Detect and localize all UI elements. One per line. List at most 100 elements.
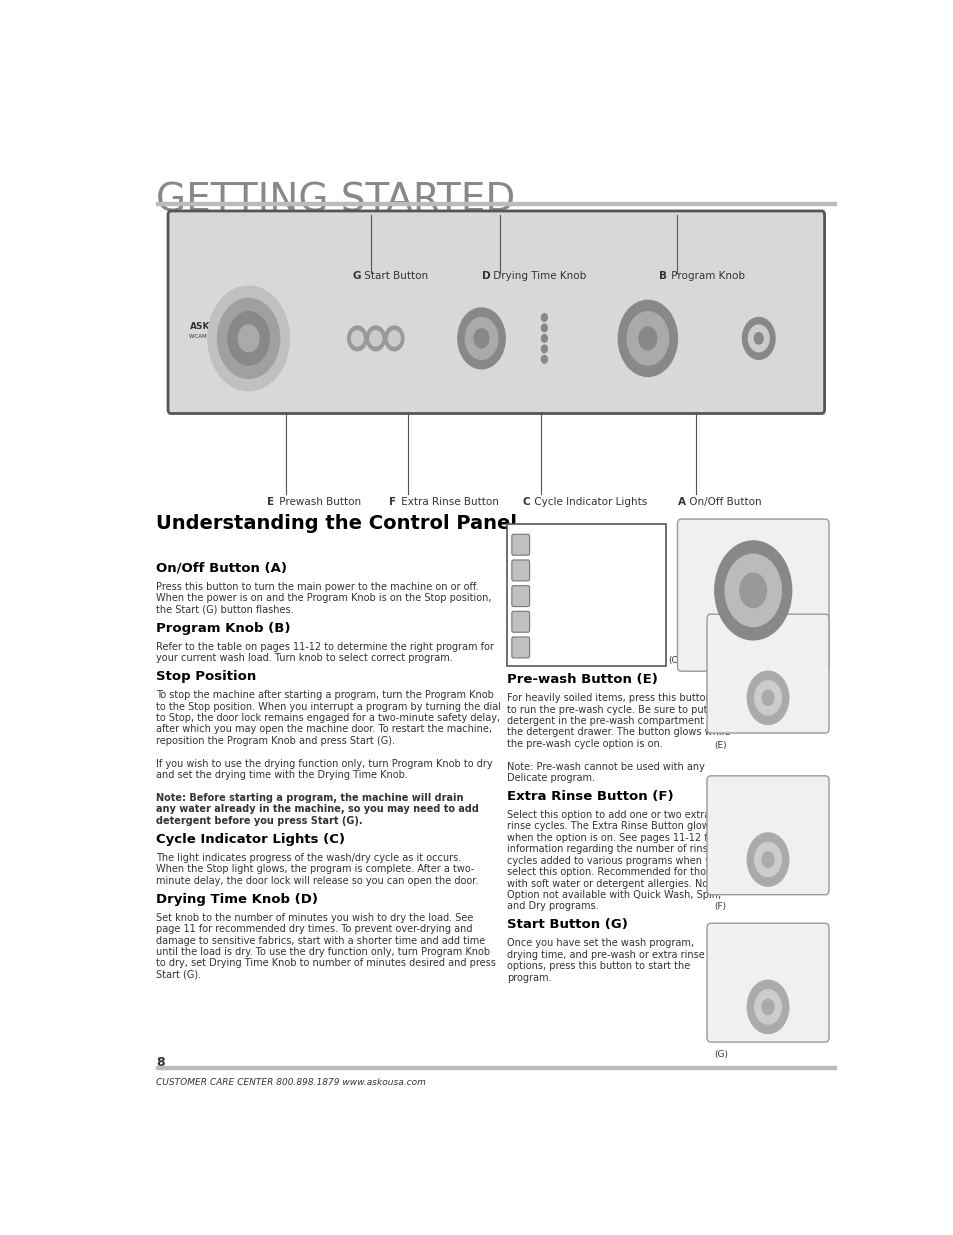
- Text: Set knob to the number of minutes you wish to dry the load. See: Set knob to the number of minutes you wi…: [156, 913, 473, 923]
- Text: and set the drying time with the Drying Time Knob.: and set the drying time with the Drying …: [156, 771, 408, 781]
- Text: To stop the machine after starting a program, turn the Program Knob: To stop the machine after starting a pro…: [156, 690, 494, 700]
- Text: If you wish to use the drying function only, turn Program Knob to dry: If you wish to use the drying function o…: [156, 758, 493, 768]
- Circle shape: [238, 325, 258, 352]
- Text: off: off: [737, 588, 746, 597]
- Circle shape: [748, 325, 768, 352]
- Text: the detergent drawer. The button glows while: the detergent drawer. The button glows w…: [507, 727, 730, 737]
- Text: your current wash load. Turn knob to select correct program.: your current wash load. Turn knob to sel…: [156, 653, 453, 663]
- Circle shape: [724, 555, 781, 626]
- Text: Cycle Indicator Lights (C): Cycle Indicator Lights (C): [156, 832, 345, 846]
- Circle shape: [741, 317, 774, 359]
- Circle shape: [347, 326, 367, 351]
- Text: and Dry programs.: and Dry programs.: [507, 902, 598, 911]
- Text: Start (G).: Start (G).: [156, 969, 201, 979]
- Text: PRE
WASH: PRE WASH: [751, 629, 783, 650]
- Text: damage to sensitive fabrics, start with a shorter time and add time: damage to sensitive fabrics, start with …: [156, 936, 485, 946]
- Text: any water already in the machine, so you may need to add: any water already in the machine, so you…: [156, 804, 478, 814]
- Text: Drying Time Knob: Drying Time Knob: [490, 270, 586, 280]
- Circle shape: [714, 541, 791, 640]
- Text: Once you have set the wash program,: Once you have set the wash program,: [507, 939, 694, 948]
- Text: minute delay, the door lock will release so you can open the door.: minute delay, the door lock will release…: [156, 876, 478, 885]
- Text: (C): (C): [667, 656, 680, 664]
- Text: page 11 for recommended dry times. To prevent over-drying and: page 11 for recommended dry times. To pr…: [156, 924, 473, 934]
- Circle shape: [351, 331, 363, 346]
- FancyBboxPatch shape: [706, 776, 828, 894]
- Text: on: on: [737, 574, 745, 583]
- Text: For heavily soiled items, press this button: For heavily soiled items, press this but…: [507, 693, 711, 703]
- Text: Option not available with Quick Wash, Spin,: Option not available with Quick Wash, Sp…: [507, 890, 720, 900]
- Circle shape: [541, 335, 547, 342]
- Text: SPIN: SPIN: [533, 592, 553, 600]
- Text: to the Stop position. When you interrupt a program by turning the dial: to the Stop position. When you interrupt…: [156, 701, 500, 711]
- Text: when the option is on. See pages 11-12 for: when the option is on. See pages 11-12 f…: [507, 832, 718, 842]
- Text: Press this button to turn the main power to the machine on or off.: Press this button to turn the main power…: [156, 582, 478, 592]
- Circle shape: [618, 300, 677, 377]
- Text: GETTING STARTED: GETTING STARTED: [156, 182, 515, 220]
- Circle shape: [541, 324, 547, 332]
- Text: CUSTOMER CARE CENTER 800.898.1879 www.askousa.com: CUSTOMER CARE CENTER 800.898.1879 www.as…: [156, 1078, 426, 1087]
- Circle shape: [639, 327, 656, 350]
- Text: G: G: [352, 270, 360, 280]
- Text: F: F: [389, 498, 395, 508]
- Text: Extra Rinse Button (F): Extra Rinse Button (F): [507, 790, 674, 803]
- FancyBboxPatch shape: [512, 611, 529, 632]
- Circle shape: [754, 332, 762, 345]
- Text: Cycle Indicator Lights: Cycle Indicator Lights: [531, 498, 647, 508]
- Text: Note: Pre-wash cannot be used with any: Note: Pre-wash cannot be used with any: [507, 762, 704, 772]
- Text: On/Off Button (A): On/Off Button (A): [156, 562, 287, 574]
- Text: to run the pre-wash cycle. Be sure to put: to run the pre-wash cycle. Be sure to pu…: [507, 704, 707, 715]
- Text: Program Knob: Program Knob: [667, 270, 744, 280]
- Text: select this option. Recommended for those: select this option. Recommended for thos…: [507, 867, 717, 877]
- Text: after which you may open the machine door. To restart the machine,: after which you may open the machine doo…: [156, 725, 492, 735]
- Text: E: E: [267, 498, 274, 508]
- Text: RINSE: RINSE: [533, 566, 559, 576]
- Circle shape: [366, 326, 385, 351]
- Text: A: A: [677, 498, 685, 508]
- Circle shape: [740, 573, 766, 608]
- Text: until the load is dry. To use the dry function only, turn Program Knob: until the load is dry. To use the dry fu…: [156, 947, 490, 957]
- Bar: [507, 524, 665, 667]
- Circle shape: [746, 672, 788, 725]
- Text: DRY: DRY: [533, 618, 551, 626]
- Circle shape: [626, 311, 668, 366]
- FancyBboxPatch shape: [706, 614, 828, 734]
- FancyBboxPatch shape: [512, 637, 529, 658]
- FancyBboxPatch shape: [512, 535, 529, 556]
- Text: Understanding the Control Panel: Understanding the Control Panel: [156, 514, 517, 534]
- Text: (A): (A): [807, 653, 821, 662]
- Circle shape: [761, 690, 773, 705]
- Circle shape: [761, 999, 773, 1014]
- Text: options, press this button to start the: options, press this button to start the: [507, 961, 690, 971]
- Text: Stop Position: Stop Position: [156, 671, 256, 683]
- Text: Pre-wash Button (E): Pre-wash Button (E): [507, 673, 658, 687]
- Text: Note: Before starting a program, the machine will drain: Note: Before starting a program, the mac…: [156, 793, 463, 803]
- Text: Refer to the table on pages 11-12 to determine the right program for: Refer to the table on pages 11-12 to det…: [156, 642, 494, 652]
- Text: the Start (G) button flashes.: the Start (G) button flashes.: [156, 605, 294, 615]
- Circle shape: [370, 331, 381, 346]
- Text: D: D: [481, 270, 490, 280]
- Text: reposition the Program Knob and press Start (G).: reposition the Program Knob and press St…: [156, 736, 395, 746]
- Text: program.: program.: [507, 973, 552, 983]
- Text: (G): (G): [714, 1050, 728, 1058]
- Circle shape: [465, 317, 497, 359]
- Text: On/Off Button: On/Off Button: [685, 498, 761, 508]
- Text: The light indicates progress of the wash/dry cycle as it occurs.: The light indicates progress of the wash…: [156, 853, 461, 863]
- Circle shape: [754, 842, 781, 877]
- Text: Select this option to add one or two extra: Select this option to add one or two ext…: [507, 810, 710, 820]
- Circle shape: [541, 314, 547, 321]
- Circle shape: [474, 329, 488, 348]
- Text: When the Stop light glows, the program is complete. After a two-: When the Stop light glows, the program i…: [156, 864, 474, 874]
- Circle shape: [388, 331, 400, 346]
- Text: detergent before you press Start (G).: detergent before you press Start (G).: [156, 816, 362, 826]
- Circle shape: [384, 326, 403, 351]
- Text: When the power is on and the Program Knob is on the Stop position,: When the power is on and the Program Kno…: [156, 593, 491, 603]
- Text: detergent in the pre-wash compartment of: detergent in the pre-wash compartment of: [507, 716, 716, 726]
- Text: Extra Rinse Button: Extra Rinse Button: [397, 498, 498, 508]
- Text: ASKO: ASKO: [190, 321, 217, 331]
- Text: PRE-WASH / WASH: PRE-WASH / WASH: [533, 540, 616, 550]
- Circle shape: [457, 308, 505, 369]
- Text: Drying Time Knob (D): Drying Time Knob (D): [156, 893, 318, 905]
- Text: Delicate program.: Delicate program.: [507, 773, 595, 783]
- Text: Prewash Button: Prewash Button: [275, 498, 361, 508]
- Text: Program Knob (B): Program Knob (B): [156, 621, 291, 635]
